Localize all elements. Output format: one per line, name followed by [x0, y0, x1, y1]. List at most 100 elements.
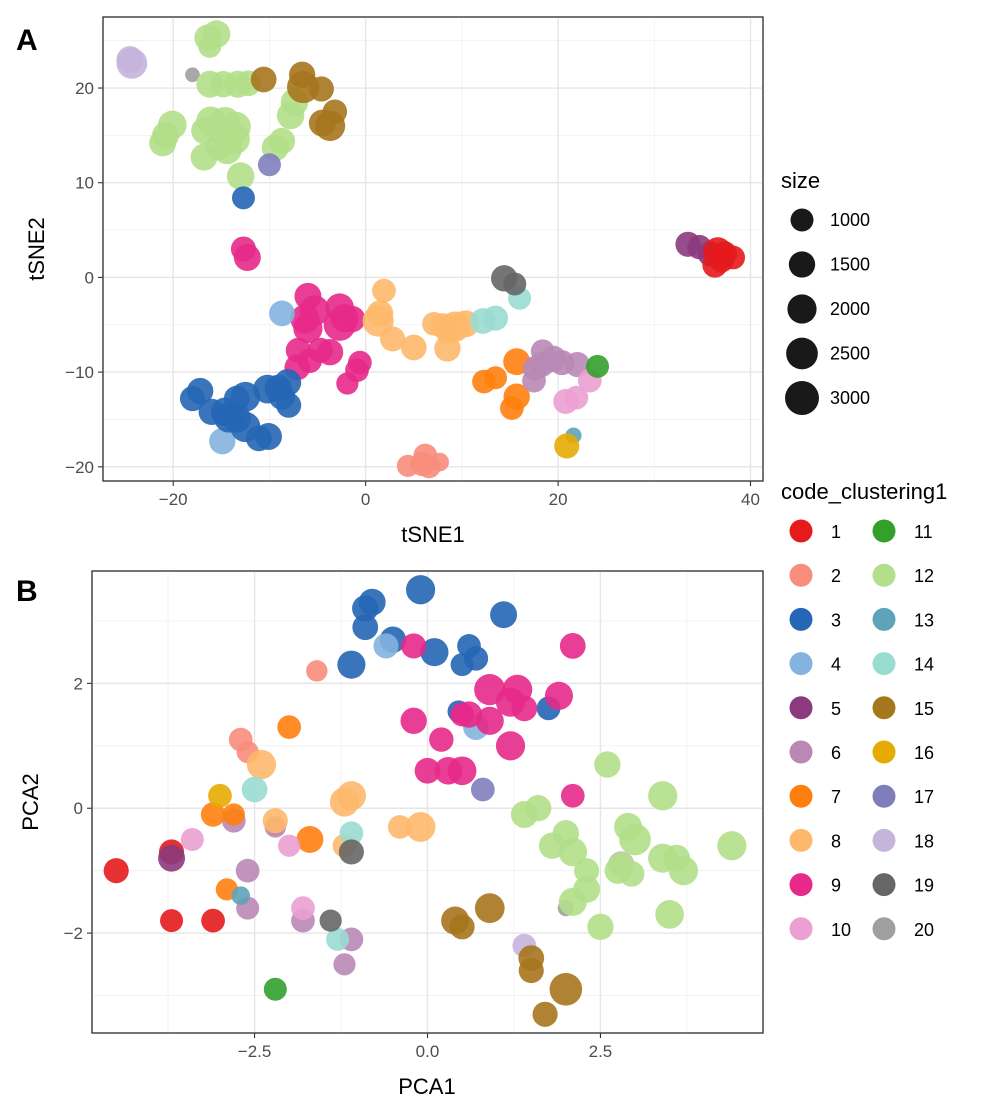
data-point: [276, 392, 302, 418]
data-point: [241, 776, 268, 803]
size-legend-key: [786, 337, 818, 370]
y-tick-label: 20: [75, 79, 94, 98]
data-point: [434, 335, 461, 362]
data-point: [339, 821, 364, 846]
data-point: [668, 856, 699, 886]
data-point: [574, 858, 600, 884]
data-point: [212, 134, 242, 165]
data-point: [269, 300, 295, 327]
y-tick-label: 0: [74, 799, 83, 818]
data-point: [190, 143, 218, 171]
data-point: [277, 715, 302, 739]
data-point: [293, 313, 323, 344]
cluster-legend-label: 10: [831, 920, 851, 940]
cluster-legend-label: 9: [831, 876, 841, 896]
data-point: [474, 674, 506, 706]
cluster-legend-key: [789, 784, 813, 808]
data-point: [373, 633, 399, 659]
data-point: [474, 893, 505, 924]
cluster-legend-label: 7: [831, 787, 841, 807]
cluster-legend-key: [872, 784, 896, 808]
cluster-legend-label: 3: [831, 610, 841, 630]
data-point: [559, 633, 586, 659]
data-point: [518, 958, 544, 984]
data-point: [352, 595, 379, 622]
data-point: [185, 67, 200, 83]
cluster-legend-key: [789, 873, 813, 897]
cluster-legend-label: 14: [914, 655, 934, 675]
tsne-x-title: tSNE1: [401, 522, 465, 547]
cluster-legend-key: [872, 563, 896, 587]
data-point: [246, 749, 277, 780]
data-point: [594, 751, 621, 778]
cluster-legend-key: [872, 873, 896, 897]
data-point: [235, 858, 260, 883]
cluster-legend-key: [789, 696, 813, 720]
cluster-legend-key: [789, 652, 813, 676]
y-tick-label: 0: [85, 268, 94, 287]
size-legend-key: [787, 294, 817, 324]
data-point: [262, 808, 288, 834]
x-tick-label: −20: [159, 490, 188, 509]
data-point: [308, 76, 334, 102]
cluster-legend-key: [872, 740, 896, 764]
data-point: [619, 823, 651, 856]
data-point: [420, 638, 449, 667]
data-point: [208, 783, 232, 808]
x-tick-label: 0: [361, 490, 370, 509]
tsne-border: [102, 16, 764, 482]
cluster-legend-label: 18: [914, 831, 934, 851]
data-point: [475, 706, 504, 735]
data-point: [587, 913, 614, 941]
data-point: [296, 825, 324, 853]
data-point: [405, 812, 436, 842]
data-point: [554, 433, 580, 459]
size-legend-label: 2000: [830, 299, 870, 319]
pca-ticks: −2.5 0.0 2.5 −2 0 2: [64, 674, 613, 1061]
data-point: [608, 851, 634, 877]
data-point: [158, 844, 186, 872]
size-legend-key: [790, 208, 814, 232]
data-point: [333, 953, 356, 976]
cluster-legend-label: 16: [914, 743, 934, 763]
tsne-y-title: tSNE2: [24, 217, 49, 281]
data-point: [231, 186, 255, 210]
data-point: [338, 839, 364, 865]
cluster-legend-label: 8: [831, 831, 841, 851]
data-point: [549, 972, 583, 1006]
data-point: [326, 927, 350, 951]
pca-points: [103, 575, 747, 1027]
data-point: [482, 305, 509, 331]
data-point: [524, 795, 552, 822]
data-point: [463, 646, 489, 671]
data-point: [553, 388, 579, 415]
data-point: [152, 121, 180, 149]
data-point: [560, 783, 585, 808]
tsne-points: [116, 20, 746, 479]
data-point: [434, 757, 463, 785]
data-point: [430, 452, 450, 472]
data-point: [449, 914, 475, 940]
cluster-legend-key: [872, 607, 896, 631]
cluster-legend-label: 17: [914, 787, 934, 807]
data-point: [223, 385, 250, 412]
cluster-legend-label: 5: [831, 699, 841, 719]
cluster-legend-label: 6: [831, 743, 841, 763]
data-point: [231, 886, 251, 905]
data-point: [490, 601, 518, 629]
data-point: [558, 837, 588, 867]
tsne-plot: −20 0 20 40 −20 −10 0 10 20 tSNE1 tSNE2: [24, 16, 764, 547]
data-point: [400, 707, 427, 735]
data-point: [503, 272, 527, 296]
y-tick-label: 10: [75, 174, 94, 193]
data-point: [558, 887, 587, 916]
data-point: [336, 781, 367, 811]
data-point: [709, 248, 734, 273]
data-point: [222, 803, 245, 826]
data-point: [179, 386, 206, 412]
cluster-legend-key: [789, 607, 813, 631]
cluster-legend-key: [872, 652, 896, 676]
data-point: [414, 757, 441, 784]
data-point: [522, 368, 546, 393]
